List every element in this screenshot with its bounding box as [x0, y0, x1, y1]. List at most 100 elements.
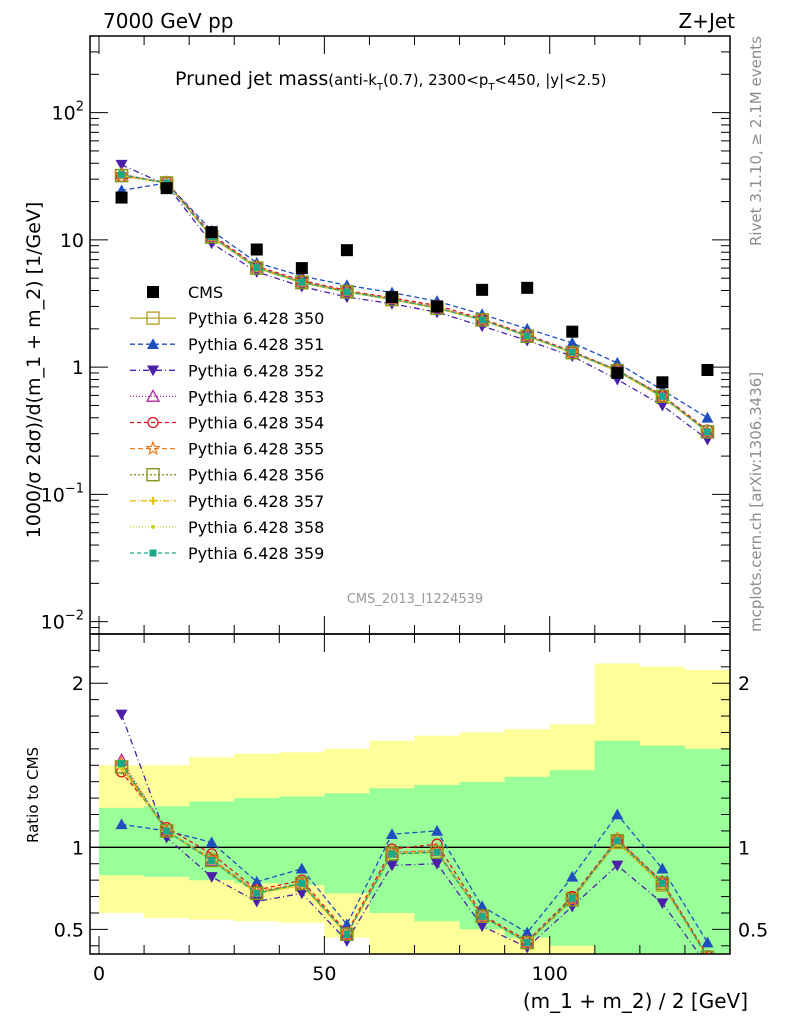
main-series-line-5 — [121, 175, 708, 431]
ratio-series-10-point — [703, 953, 711, 954]
main-plot-title: Pruned jet mass(anti-kT(0.7), 2300<pT<45… — [175, 68, 607, 93]
legend-marker-8 — [149, 496, 157, 505]
legend-label-1: Pythia 6.428 350 — [188, 309, 324, 328]
legend-cms-label: CMS — [188, 283, 223, 302]
legend-label-8: Pythia 6.428 357 — [188, 492, 324, 511]
cms-data — [115, 182, 714, 389]
header-energy-label: 7000 GeV pp — [103, 9, 234, 33]
side-label-rivet: Rivet 3.1.10, ≥ 2.1M events — [747, 36, 765, 246]
x-tick-label: 100 — [532, 963, 568, 985]
ratio-series-3-point — [115, 709, 128, 721]
ratio-series-3-point — [431, 858, 444, 870]
main-series-3-point — [656, 400, 669, 412]
ratio-series-line-2 — [121, 813, 709, 943]
legend-marker-10 — [149, 549, 157, 557]
ratio-series-2-point — [521, 926, 534, 938]
cms-data-point — [250, 243, 263, 256]
legend-marker-3 — [147, 365, 159, 377]
title-main: Pruned jet mass — [175, 68, 328, 90]
ratio-series-10-point — [613, 837, 621, 845]
ratio-series-10-point — [568, 894, 576, 902]
legend-label-4: Pythia 6.428 353 — [188, 387, 324, 406]
ratio-series-10 — [118, 760, 711, 954]
ratio-plot-frame — [89, 633, 731, 955]
legend-cms-marker — [147, 286, 159, 298]
ratio-series-2-point — [656, 862, 669, 874]
main-plot-frame — [89, 35, 731, 635]
main-plot-ylabel: 1000/σ 2dσ)/d(m_1 + m_2) [1/GeV] — [23, 202, 45, 539]
ratio-series-3-point — [701, 961, 713, 972]
ratio-series-10-point — [163, 827, 171, 835]
ratio-series-2-point — [611, 808, 624, 820]
ratio-series-2-point — [566, 870, 579, 882]
main-series-7-point — [295, 275, 309, 289]
main-series-10-point — [658, 392, 666, 400]
ratio-series-7-point — [565, 893, 579, 907]
cms-data-point — [521, 281, 534, 294]
ratio-y-tick-label: 1 — [72, 837, 84, 859]
ratio-plot-panel: 2 2 1 1 0.5 0.5 0 50 100 Ratio to CMS (m_1 + m_2… — [24, 633, 768, 1013]
ratio-series-6-point — [564, 891, 580, 907]
main-series-10-point — [703, 428, 711, 436]
main-series-line-3 — [121, 164, 708, 441]
legend-marker-7 — [146, 468, 160, 482]
ratio-series-3-point — [205, 872, 218, 883]
ratio-series-7-point — [295, 876, 309, 891]
cms-data-point — [160, 182, 173, 195]
ratio-series-10-point — [478, 912, 486, 920]
cms-data-point — [385, 291, 398, 304]
side-label-mcplots: mcplots.cern.ch [arXiv:1306.3436] — [747, 372, 765, 632]
main-series-10-point — [478, 316, 486, 324]
ratio-series-2-point — [385, 828, 398, 840]
main-series-7-point — [114, 168, 129, 183]
ratio-series-10-point — [253, 889, 261, 897]
x-tick-label: 0 — [93, 963, 105, 985]
legend-marker-9 — [151, 524, 155, 529]
ratio-series-9-point — [705, 955, 709, 959]
ratio-series-10-point — [388, 850, 396, 858]
ratio-series-2-point — [250, 875, 263, 887]
ratio-series-10-point — [433, 848, 441, 856]
cms-data-point — [295, 262, 308, 275]
ratio-series-7-point — [159, 824, 174, 838]
cms-data-point — [611, 366, 624, 379]
main-series-10-point — [343, 288, 351, 296]
ratio-series-3-point — [656, 898, 669, 910]
ratio-series-10-point — [208, 856, 216, 864]
ratio-series-10-point — [118, 760, 126, 768]
cms-data-point — [431, 300, 444, 313]
main-series-7-point — [520, 329, 534, 343]
main-series-7-point — [340, 285, 354, 299]
title-sub-d: T — [487, 82, 495, 93]
ratio-series-line-10 — [120, 763, 707, 954]
cms-data-point — [205, 226, 218, 239]
ratio-series-2-point — [295, 862, 308, 874]
cms-data-point — [566, 325, 579, 338]
ratio-series-3-point — [476, 921, 489, 933]
ratio-y-tick-label-right: 1 — [738, 837, 750, 859]
main-series-10-point — [253, 264, 261, 272]
legend-label-7: Pythia 6.428 356 — [188, 466, 324, 485]
x-axis-label: (m_1 + m_2) / 2 [GeV] — [523, 989, 748, 1013]
title-sub-c: (0.7), 2300<p — [383, 71, 488, 89]
legend-marker-1 — [146, 311, 160, 325]
ratio-y-tick-label: 2 — [72, 673, 84, 695]
title-sub-e: <450, |y|<2.5) — [495, 71, 607, 89]
main-y-tick-label: 10−1 — [41, 481, 84, 506]
ratio-series-7-point — [610, 834, 625, 848]
main-series-2-point — [566, 336, 579, 348]
ratio-series-line-9 — [120, 766, 707, 954]
main-series-2-point — [701, 411, 714, 423]
title-sub-b: T — [376, 82, 384, 93]
ratio-series-2-point — [701, 936, 714, 948]
legend-marker-4 — [145, 389, 161, 402]
ratio-series-2-point — [431, 824, 444, 836]
ratio-series-7-point — [475, 909, 489, 923]
ratio-series-3-point — [295, 888, 308, 900]
ratio-series-7-point — [204, 853, 219, 868]
cms-data-point — [476, 283, 489, 296]
header-process-label: Z+Jet — [678, 9, 735, 33]
main-y-tick-label: 10 — [60, 230, 84, 252]
ratio-series-10-point — [523, 939, 531, 947]
